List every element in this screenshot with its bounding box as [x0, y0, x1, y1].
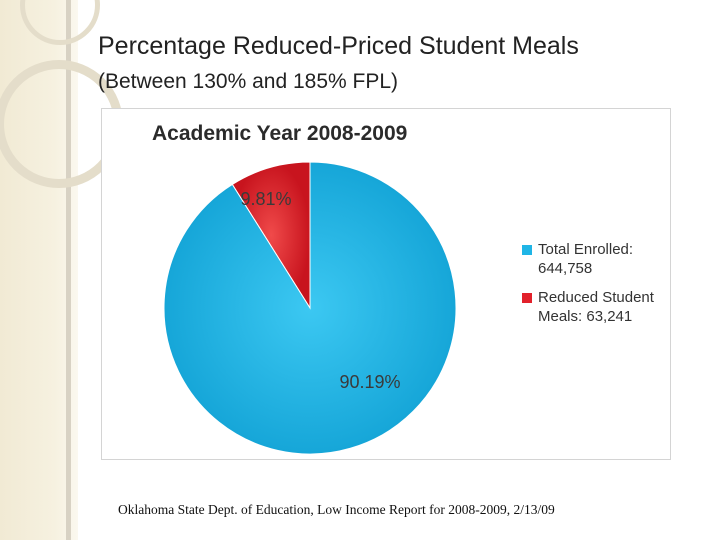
legend-item-reduced-meals: Reduced Student Meals: 63,241: [522, 288, 667, 326]
legend-item-total-enrolled: Total Enrolled: 644,758: [522, 240, 667, 278]
chart-title: Academic Year 2008-2009: [152, 122, 408, 145]
pie-slice-total-enrolled: [163, 161, 457, 455]
chart-legend: Total Enrolled: 644,758 Reduced Student …: [522, 240, 667, 336]
source-citation: Oklahoma State Dept. of Education, Low I…: [118, 502, 555, 517]
legend-value-total-enrolled: 644,758: [538, 260, 593, 277]
pie-slice-reduced-meals: [231, 161, 311, 310]
slide-title: Percentage Reduced-Priced Student Meals: [98, 32, 579, 60]
legend-value-reduced-meals: 63,241: [586, 308, 633, 325]
legend-label-total-enrolled: Total Enrolled:: [538, 241, 634, 258]
pie-label-total-enrolled: 90.19%: [339, 372, 400, 392]
decorative-divider-line: [66, 0, 71, 540]
legend-label-reduced-meals: Reduced Student Meals:: [538, 289, 654, 325]
pie-label-reduced-meals: 9.81%: [240, 189, 291, 209]
legend-swatch-total-enrolled: [522, 245, 532, 255]
legend-swatch-reduced-meals: [522, 293, 532, 303]
slide-subtitle: (Between 130% and 185% FPL): [98, 70, 399, 93]
